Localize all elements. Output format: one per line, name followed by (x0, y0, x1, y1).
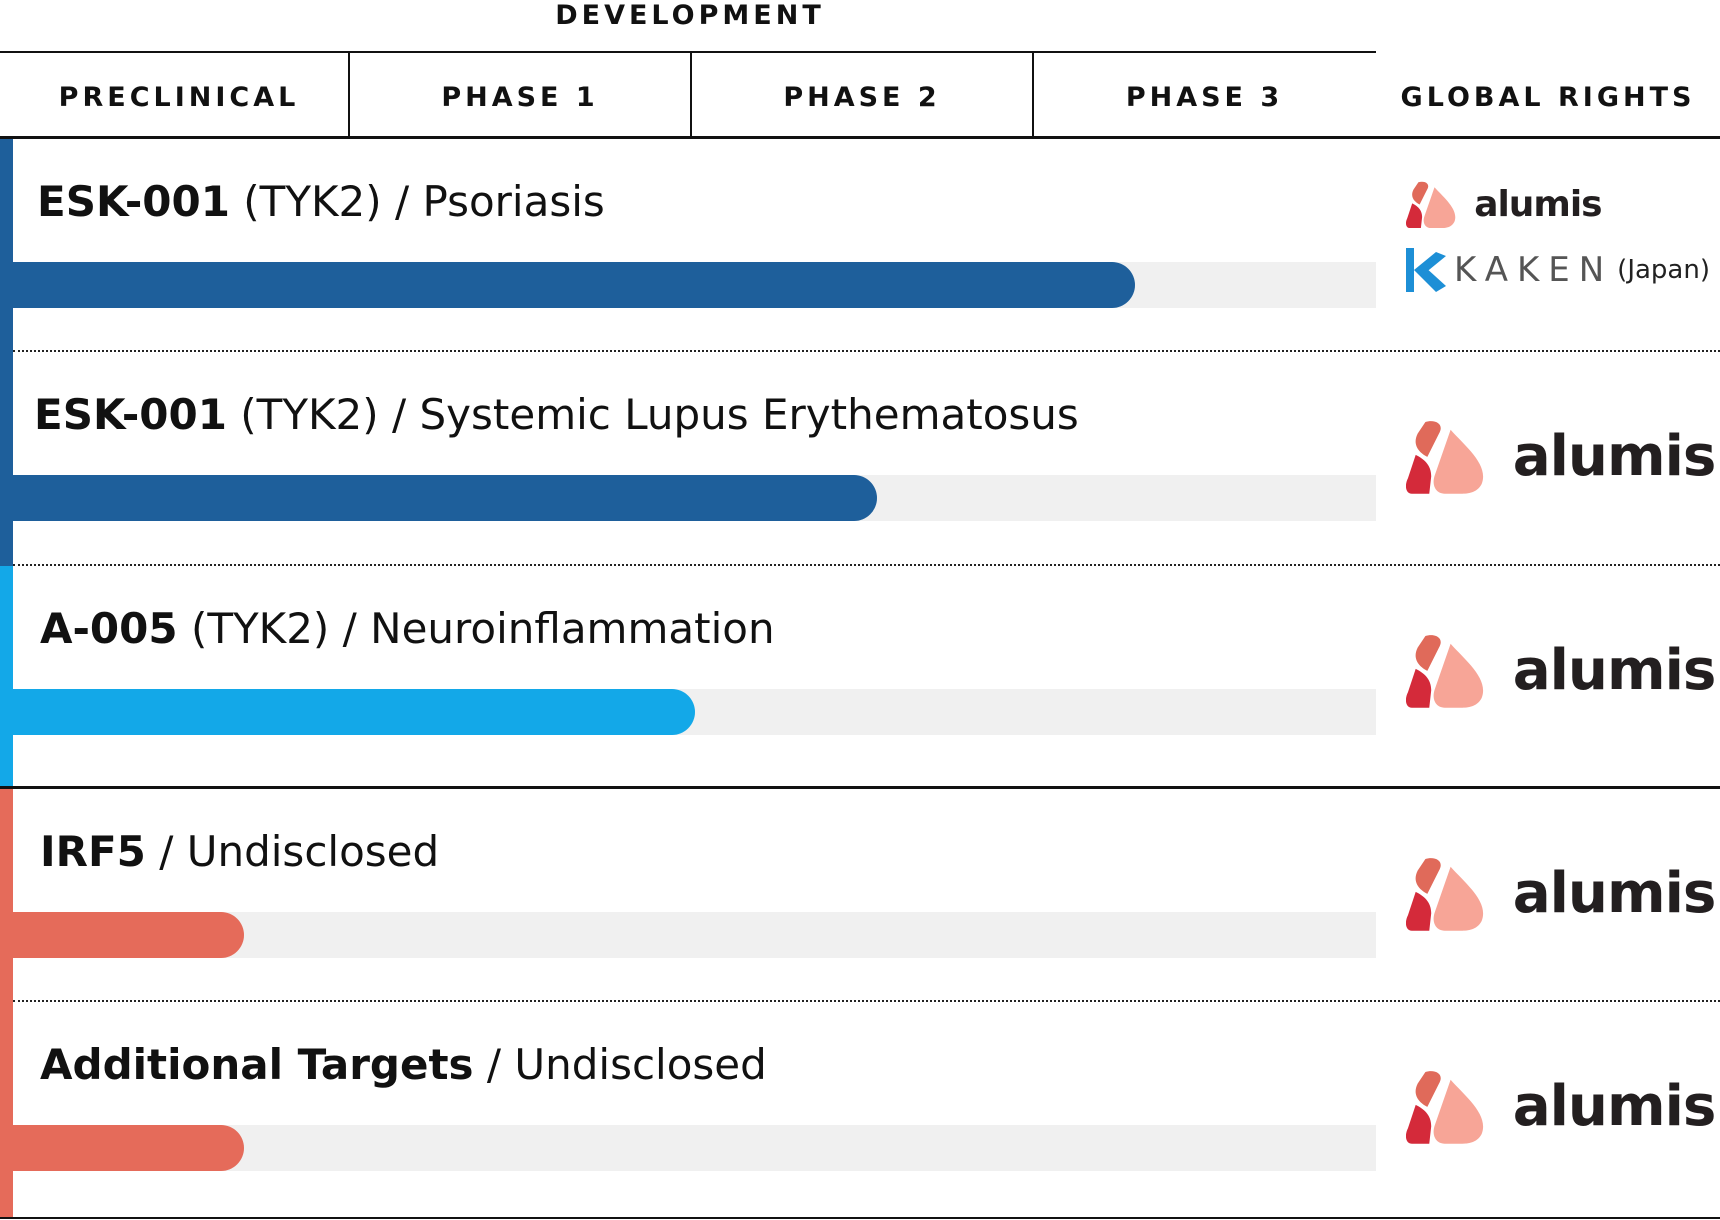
phase-divider (348, 53, 350, 137)
alumis-mark-icon (1406, 181, 1456, 229)
alumis-wordmark: alumis (1512, 424, 1717, 490)
alumis-wordmark: alumis (1512, 638, 1717, 704)
table-bottom-rule (0, 1217, 1720, 1219)
phase-divider (690, 53, 692, 137)
alumis-logo: alumis (1406, 634, 1717, 708)
rights-region-note: (Japan) (1617, 255, 1710, 285)
program-indication: (TYK2) / Neuroinflammation (177, 604, 775, 653)
row-separator (13, 1000, 1720, 1002)
group-divider-rule (0, 786, 1720, 789)
alumis-mark-icon (1406, 1071, 1484, 1144)
alumis-logo: alumis (1406, 420, 1717, 494)
phase-header-phase-3: PHASE 3 (1125, 82, 1284, 113)
phase-header-preclinical: PRECLINICAL (58, 82, 300, 113)
program-indication: (TYK2) / Psoriasis (229, 177, 605, 226)
row-separator (13, 350, 1720, 352)
program-row: ESK-001 (TYK2) / Systemic Lupus Erythema… (0, 352, 1720, 566)
alumis-logo: alumis (1406, 181, 1603, 229)
progress-bar (0, 1125, 244, 1171)
program-indication: (TYK2) / Systemic Lupus Erythematosus (226, 390, 1079, 439)
phase-header-phase-2: PHASE 2 (783, 82, 941, 113)
alumis-logo: alumis (1406, 1070, 1717, 1144)
program-title: ESK-001 (TYK2) / Psoriasis (37, 177, 605, 226)
program-row: IRF5 / Undisclosed alumis (0, 789, 1720, 1002)
global-rights-header: GLOBAL RIGHTS (1400, 82, 1696, 113)
program-name: A-005 (40, 604, 178, 653)
alumis-wordmark: alumis (1512, 861, 1717, 927)
program-indication: / Undisclosed (145, 827, 440, 876)
kaken-mark-icon (1406, 248, 1446, 292)
program-title: A-005 (TYK2) / Neuroinflammation (40, 604, 775, 653)
program-row: Additional Targets / Undisclosed alumis (0, 1002, 1720, 1217)
program-title: ESK-001 (TYK2) / Systemic Lupus Erythema… (34, 390, 1079, 439)
progress-bar (0, 475, 877, 521)
alumis-mark-icon (1406, 421, 1484, 494)
header-bottom-rule (0, 136, 1720, 139)
progress-bar (0, 912, 244, 958)
kaken-wordmark: KAKEN (1454, 250, 1614, 290)
alumis-wordmark: alumis (1474, 184, 1602, 226)
alumis-wordmark: alumis (1512, 1074, 1717, 1140)
kaken-logo: KAKEN (Japan) (1406, 248, 1710, 292)
row-color-stripe (0, 352, 13, 566)
row-separator (13, 564, 1720, 566)
phase-header-phase-1: PHASE 1 (441, 82, 599, 113)
alumis-mark-icon (1406, 635, 1484, 708)
program-title: IRF5 / Undisclosed (40, 827, 439, 876)
development-rule (0, 51, 1376, 53)
program-name: ESK-001 (34, 390, 227, 439)
program-indication: / Undisclosed (473, 1040, 767, 1089)
program-name: IRF5 (40, 827, 146, 876)
program-name: ESK-001 (37, 177, 230, 226)
program-name: Additional Targets (40, 1040, 474, 1089)
row-color-stripe (0, 789, 13, 1002)
phase-divider (1032, 53, 1034, 137)
program-row: A-005 (TYK2) / Neuroinflammation alumis (0, 566, 1720, 786)
progress-bar (0, 689, 695, 735)
row-color-stripe (0, 566, 13, 786)
alumis-logo: alumis (1406, 857, 1717, 931)
row-color-stripe (0, 139, 13, 352)
program-row: ESK-001 (TYK2) / Psoriasis alumis KAKEN (Ja… (0, 139, 1720, 352)
program-title: Additional Targets / Undisclosed (40, 1040, 767, 1089)
progress-bar (0, 262, 1135, 308)
alumis-mark-icon (1406, 858, 1484, 931)
row-color-stripe (0, 1002, 13, 1217)
development-header: DEVELOPMENT (555, 0, 825, 31)
